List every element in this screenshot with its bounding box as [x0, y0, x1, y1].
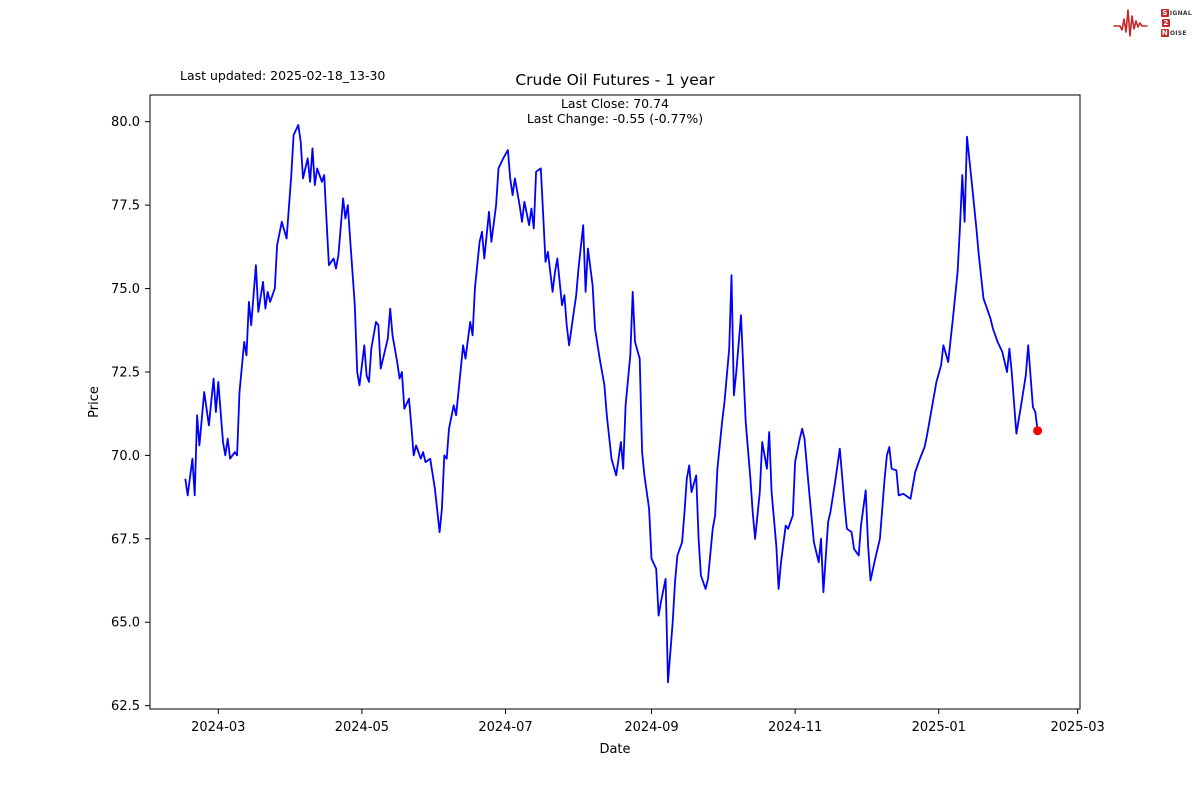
- last-updated-label: Last updated: 2025-02-18_13-30: [180, 68, 386, 83]
- y-axis-label: Price: [87, 386, 102, 418]
- y-tick-label: 77.5: [111, 199, 140, 214]
- logo-row-2: 2: [1161, 19, 1192, 28]
- y-tick-label: 75.0: [111, 282, 140, 297]
- ecg-waveform-icon: [1113, 9, 1148, 37]
- x-tick-label: 2024-09: [624, 720, 678, 735]
- logo-row-signal: S IGNAL: [1160, 9, 1192, 18]
- y-tick-label: 67.5: [111, 532, 140, 547]
- y-tick-label: 72.5: [111, 365, 140, 380]
- last-change-label: Last Change: -0.55 (-0.77%): [526, 110, 704, 126]
- x-tick-label: 2024-11: [768, 720, 822, 735]
- y-tick-label: 70.0: [111, 449, 140, 464]
- logo-rest-oise: OISE: [1169, 29, 1187, 37]
- signal2noise-logo: S IGNAL 2 N OISE: [1113, 4, 1192, 42]
- y-tick-label: 62.5: [111, 699, 140, 714]
- logo-digit-2: 2: [1161, 19, 1170, 27]
- x-tick-label: 2025-03: [1050, 720, 1104, 735]
- last-close-label: Last Close: 70.74: [560, 96, 670, 111]
- y-tick-label: 80.0: [111, 115, 140, 130]
- logo-letter-n: N: [1160, 29, 1169, 37]
- logo-row-noise: N OISE: [1160, 29, 1192, 38]
- logo-letter-s: S: [1160, 9, 1169, 17]
- x-tick-label: 2024-05: [335, 720, 389, 735]
- logo-rest-ignal: IGNAL: [1169, 9, 1192, 17]
- y-tick-label: 65.0: [111, 616, 140, 631]
- chart-title: Crude Oil Futures - 1 year: [515, 71, 715, 89]
- x-axis-label: Date: [599, 742, 630, 757]
- last-price-marker: [1033, 426, 1043, 436]
- x-tick-label: 2024-03: [191, 720, 245, 735]
- axes-frame: [149, 94, 1081, 710]
- price-line: [184, 124, 1039, 684]
- x-tick-label: 2025-01: [912, 720, 966, 735]
- x-tick-label: 2024-07: [478, 720, 532, 735]
- chart-subtitle: Last Close: 70.74 Last Change: -0.55 (-0…: [150, 96, 1080, 126]
- logo-text: S IGNAL 2 N OISE: [1160, 9, 1192, 38]
